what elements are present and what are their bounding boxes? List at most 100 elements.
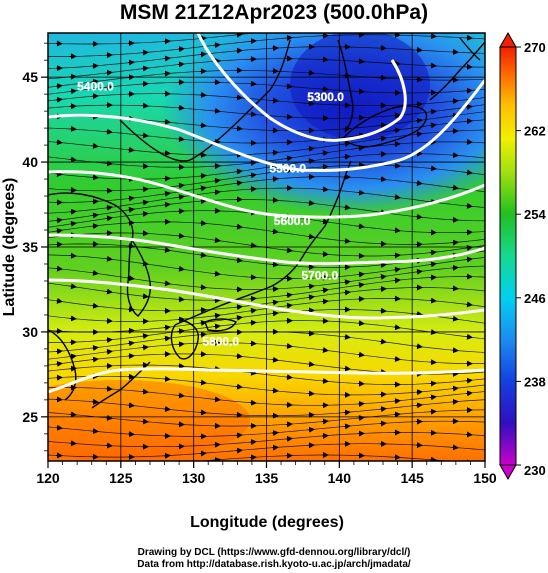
wind-arrow xyxy=(321,150,329,157)
wind-arrow xyxy=(379,273,387,280)
coast-shikoku xyxy=(204,318,237,332)
wind-arrow xyxy=(55,360,63,367)
wind-arrow xyxy=(307,233,315,240)
wind-arrow xyxy=(177,182,185,189)
streamline xyxy=(48,199,485,222)
wind-arrow xyxy=(451,347,459,354)
coast-kyushu xyxy=(170,319,199,360)
wind-arrow xyxy=(177,392,185,399)
contour-5400 xyxy=(48,79,485,173)
wind-arrow xyxy=(357,58,365,65)
colorbar-tick-label: 270 xyxy=(524,40,546,55)
streamline xyxy=(48,364,485,385)
wind-arrow xyxy=(415,389,423,396)
wind-arrow xyxy=(91,344,99,351)
streamline xyxy=(48,141,485,168)
contour-label: 5400.0 xyxy=(77,80,114,94)
wind-arrow xyxy=(55,297,63,304)
wind-arrow xyxy=(55,217,63,224)
colorbar-scale xyxy=(499,46,517,466)
x-tick-label: 135 xyxy=(255,470,279,486)
streamline xyxy=(48,221,485,245)
contour-5800 xyxy=(48,367,485,394)
colorbar-tick-label: 254 xyxy=(524,207,546,222)
wind-arrow xyxy=(357,351,365,358)
coast-asia xyxy=(48,39,291,241)
wind-arrow xyxy=(91,302,99,309)
wind-arrow xyxy=(163,150,171,157)
wind-arrow xyxy=(393,227,401,234)
y-axis: 25 30 35 40 45 xyxy=(22,42,48,452)
coastlines xyxy=(48,37,485,409)
wind-arrow xyxy=(199,172,207,179)
wind-arrow xyxy=(357,271,365,278)
wind-arrow xyxy=(249,80,257,87)
wind-arrow xyxy=(105,204,113,211)
wind-arrow xyxy=(163,324,171,331)
wind-arrow xyxy=(91,212,99,219)
streamline xyxy=(48,232,485,257)
wind-arrow xyxy=(127,195,135,202)
wind-arrow xyxy=(249,242,257,249)
wind-arrow xyxy=(69,315,77,322)
wind-arrow xyxy=(235,257,243,264)
wind-arrow xyxy=(55,139,63,146)
wind-arrow xyxy=(415,46,423,53)
contour-5600 xyxy=(48,233,485,266)
wind-arrow xyxy=(321,418,329,425)
wind-arrow xyxy=(271,261,279,268)
streamline xyxy=(48,58,485,80)
y-tick-label: 35 xyxy=(22,239,38,255)
wind-arrow xyxy=(177,316,185,323)
coast-nansei xyxy=(91,361,151,409)
wind-arrow xyxy=(69,411,77,418)
wind-arrow xyxy=(69,88,77,95)
height-contours xyxy=(48,33,485,394)
y-tick-label: 40 xyxy=(22,154,38,170)
wind-arrow xyxy=(343,423,351,430)
wind-arrow xyxy=(321,298,329,305)
wind-arrow xyxy=(307,145,315,152)
wind-arrow xyxy=(343,204,351,211)
wind-arrow xyxy=(393,194,401,201)
wind-arrow xyxy=(429,249,437,256)
wind-arrow xyxy=(105,69,113,76)
wind-arrow xyxy=(105,128,113,135)
colorbar-tick-label: 230 xyxy=(524,463,546,478)
wind-arrow xyxy=(307,294,315,301)
streamline xyxy=(48,46,485,69)
wind-arrow xyxy=(379,135,387,142)
wind-arrow xyxy=(321,347,329,353)
x-axis: 120 125 130 135 140 145 150 xyxy=(36,461,497,486)
contour-label: 5300.0 xyxy=(307,90,344,104)
map-title: MSM 21Z12Apr2023 (500.0hPa) xyxy=(119,1,429,24)
wind-arrow xyxy=(199,379,207,386)
wind-arrow xyxy=(271,310,279,317)
wind-arrow xyxy=(235,314,243,321)
colorbar-tick-label: 238 xyxy=(524,374,546,389)
credit-drawing: Drawing by DCL (https://www.gfd-dennou.o… xyxy=(137,547,411,558)
streamline xyxy=(48,33,258,45)
wind-arrow xyxy=(199,185,207,192)
wind-arrow xyxy=(69,283,77,290)
wind-arrow xyxy=(141,388,149,395)
wind-arrow xyxy=(415,117,423,124)
streamline xyxy=(48,164,485,192)
wind-arrow xyxy=(91,428,99,435)
wind-arrow xyxy=(127,206,135,213)
wind-arrow xyxy=(379,176,387,183)
contour-label: 5800.0 xyxy=(202,335,239,349)
wind-arrow xyxy=(213,270,221,277)
colorbar-min-arrow xyxy=(499,464,517,481)
wind-arrow xyxy=(393,411,401,418)
wind-arrow xyxy=(343,279,351,286)
wind-arrow xyxy=(141,132,149,139)
streamline xyxy=(48,265,485,290)
wind-arrow xyxy=(213,312,221,319)
wind-arrow xyxy=(141,333,149,340)
wind-arrow xyxy=(163,201,171,208)
streamline xyxy=(48,129,485,156)
wind-arrow xyxy=(321,378,329,384)
wind-arrow xyxy=(451,152,459,159)
x-axis-label: Longitude (degrees) xyxy=(190,514,344,531)
